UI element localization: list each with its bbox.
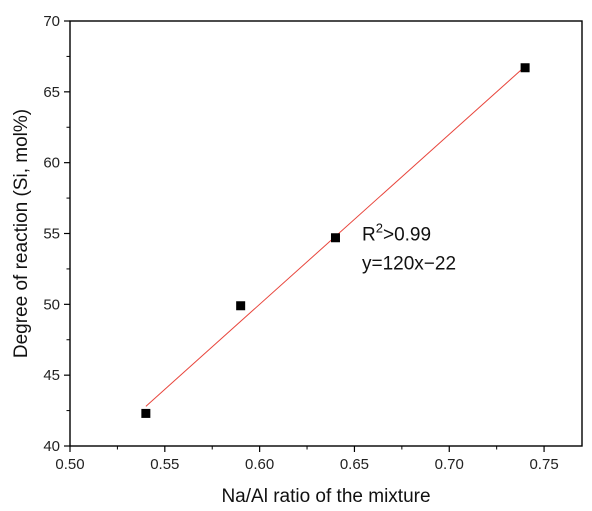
x-tick-label: 0.75	[529, 456, 558, 473]
x-tick-label: 0.60	[245, 456, 274, 473]
y-tick-label: 50	[43, 296, 60, 313]
y-axis-title: Degree of reaction (Si, mol%)	[11, 109, 32, 358]
y-tick-label: 65	[43, 84, 60, 101]
y-tick-label: 45	[43, 367, 60, 384]
y-tick-label: 60	[43, 155, 60, 172]
r-squared-value: >0.99	[383, 225, 431, 246]
y-tick-label: 70	[43, 13, 60, 30]
data-point	[141, 408, 151, 418]
x-tick-label: 0.70	[435, 456, 464, 473]
x-tick-label: 0.50	[55, 456, 84, 473]
y-tick-label: 40	[43, 438, 60, 455]
r-squared-symbol: R	[362, 225, 376, 246]
x-axis-title: Na/Al ratio of the mixture	[221, 486, 430, 507]
x-tick-label: 0.55	[150, 456, 179, 473]
data-point	[520, 63, 530, 73]
y-tick-label: 55	[43, 226, 60, 243]
data-point	[236, 301, 246, 311]
fit-equation-annotation: y=120x−22	[362, 254, 456, 275]
data-point	[330, 233, 340, 243]
r-squared-superscript: 2	[376, 221, 383, 236]
r-squared-annotation: R2>0.99	[362, 221, 431, 246]
x-tick-label: 0.65	[340, 456, 369, 473]
